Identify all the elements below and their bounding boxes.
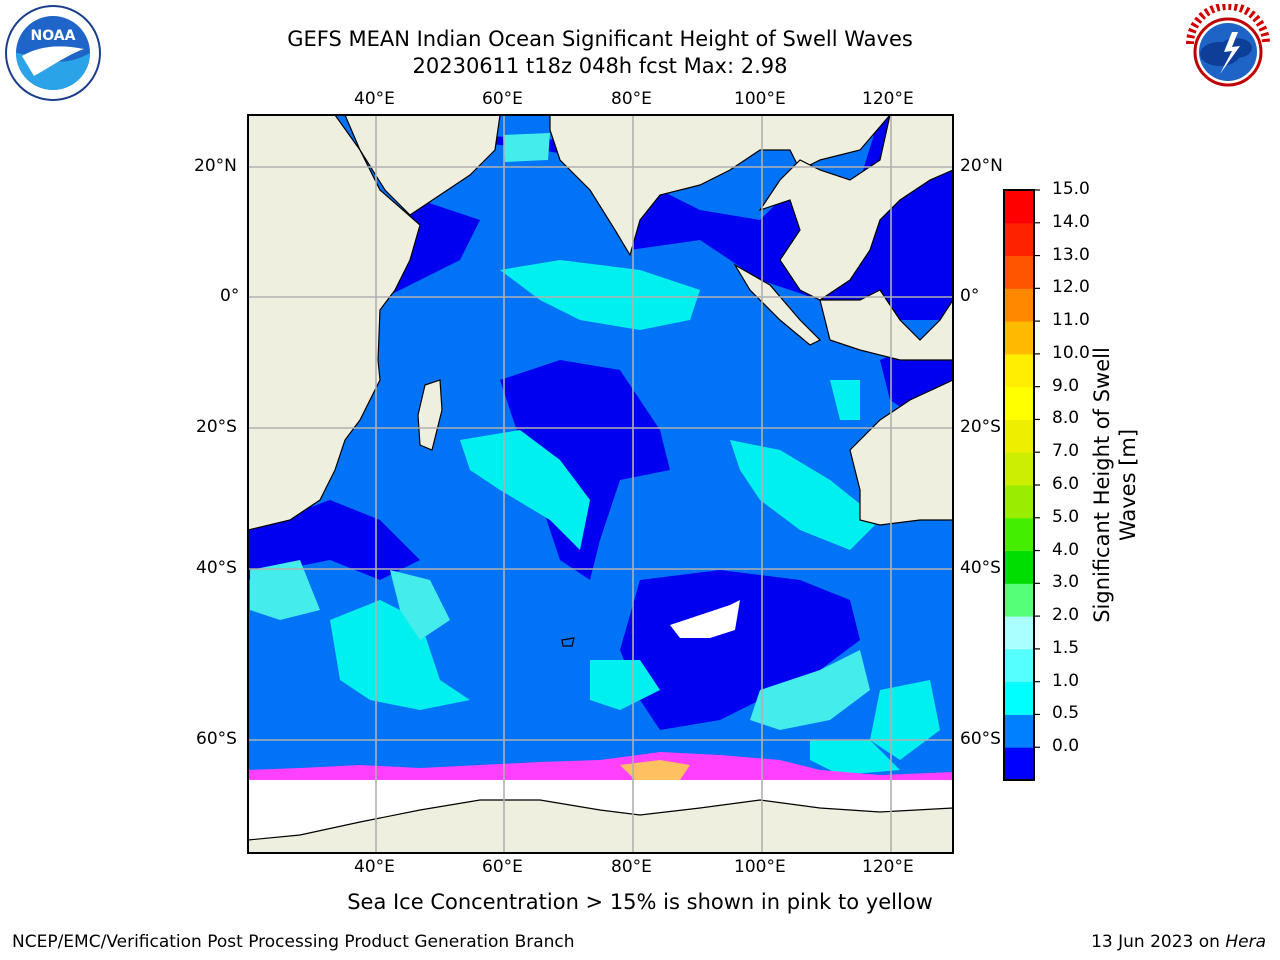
land-india	[549, 115, 891, 257]
colorbar-tick-label: 7.0	[1052, 441, 1080, 462]
colorbar-segment	[1004, 550, 1034, 584]
swell-mid-region	[500, 260, 700, 330]
swell-mid-region	[503, 133, 550, 162]
lon-label-bottom: 100°E	[734, 857, 786, 877]
footer-left: NCEP/EMC/Verification Post Processing Pr…	[12, 932, 575, 952]
colorbar-segment	[1004, 419, 1034, 453]
colorbar-title-line2: Waves [m]	[1116, 428, 1140, 542]
colorbar-tick-label: 2.0	[1052, 605, 1080, 626]
land-madagascar	[417, 379, 443, 451]
colorbar-tick-label: 11.0	[1052, 310, 1090, 331]
colorbar-segment	[1004, 648, 1034, 683]
lat-label-left: 0°	[220, 286, 240, 306]
colorbar-tick-label: 15.0	[1052, 179, 1090, 199]
colorbar-tick-label: 14.0	[1052, 211, 1090, 232]
colorbar-tick-label: 1.0	[1052, 670, 1080, 691]
caption: Sea Ice Concentration > 15% is shown in …	[0, 890, 1280, 914]
footer-host: Hera	[1225, 932, 1266, 952]
colorbar-tick-label: 0.5	[1052, 703, 1080, 724]
lat-label-right: 20°S	[960, 417, 1001, 437]
colorbar-segment	[1004, 353, 1034, 388]
colorbar-segment	[1004, 190, 1034, 224]
colorbar-tick-label: 6.0	[1052, 474, 1080, 494]
colorbar-segment	[1004, 255, 1034, 289]
lon-label-top: 100°E	[734, 89, 786, 109]
colorbar	[1003, 189, 1040, 781]
colorbar-segment	[1004, 222, 1034, 257]
colorbar-segment	[1004, 583, 1034, 617]
sea-ice-high	[620, 760, 690, 785]
swell-mid-region	[390, 570, 450, 640]
lon-label-bottom: 60°E	[482, 857, 523, 877]
swell-mid-region	[750, 650, 870, 730]
colorbar-tick-label: 5.0	[1052, 506, 1080, 527]
map-subtitle: 20230611 t18z 048h fcst Max: 2.98	[412, 54, 788, 78]
land-africa	[248, 115, 421, 531]
colorbar-tick-label: 3.0	[1052, 572, 1080, 593]
lon-label-top: 80°E	[611, 89, 652, 109]
colorbar-title: Significant Height of Swell Waves [m]	[1089, 347, 1141, 623]
swell-mid-region	[810, 740, 900, 775]
land-antarctica	[248, 799, 953, 853]
lat-label-left: 40°S	[196, 558, 237, 578]
lat-label-right: 60°S	[960, 729, 1001, 749]
land-southeast-asia	[758, 115, 953, 301]
swell-mid-region	[250, 560, 320, 620]
lon-label-top: 40°E	[354, 89, 395, 109]
caption-text: Sea Ice Concentration > 15% is shown in …	[347, 890, 933, 914]
map-gridlines	[248, 115, 953, 853]
lat-label-left: 20°S	[196, 417, 237, 437]
swell-mid-region	[830, 380, 860, 420]
colorbar-segment	[1004, 485, 1034, 519]
land-sumatra	[733, 263, 822, 346]
colorbar-segment	[1004, 747, 1034, 781]
colorbar-segment	[1004, 288, 1034, 322]
land-arabia	[344, 115, 501, 216]
colorbar-segment	[1004, 517, 1034, 552]
colorbar-tick-label: 0.0	[1052, 736, 1080, 757]
swell-low-region	[620, 570, 860, 730]
footer-right: 13 Jun 2023 on Hera	[1091, 932, 1266, 952]
lon-label-bottom: 120°E	[862, 857, 914, 877]
map-frame	[247, 114, 954, 854]
colorbar-tick-label: 8.0	[1052, 408, 1080, 429]
colorbar-segment	[1004, 616, 1034, 650]
lon-label-bottom: 40°E	[354, 857, 395, 877]
land-kerguelen	[561, 637, 575, 647]
land-australia	[849, 379, 953, 526]
swell-low-region	[500, 360, 670, 580]
swell-mid-region	[730, 440, 880, 550]
noaa-logo: NOAA	[5, 5, 101, 101]
lon-label-bottom: 80°E	[611, 857, 652, 877]
colorbar-tick-label: 4.0	[1052, 539, 1080, 560]
nws-logo	[1182, 4, 1274, 98]
colorbar-title-line1: Significant Height of Swell	[1090, 347, 1114, 623]
ice-patch	[670, 600, 740, 638]
colorbar-segment	[1004, 714, 1034, 748]
colorbar-tick-label: 1.5	[1052, 637, 1080, 658]
swell-mid-region	[330, 600, 470, 710]
swell-mid-region	[460, 430, 590, 550]
swell-mid-region	[590, 660, 660, 710]
lat-label-left: 20°N	[194, 156, 237, 176]
colorbar-segment	[1004, 386, 1034, 420]
footer-date: 13 Jun 2023 on	[1091, 932, 1226, 952]
colorbar-tick-label: 12.0	[1052, 277, 1090, 298]
lat-label-left: 60°S	[196, 729, 237, 749]
colorbar-tick-label: 13.0	[1052, 244, 1090, 265]
colorbar-tick-label: 9.0	[1052, 375, 1080, 396]
colorbar-segment	[1004, 681, 1034, 715]
colorbar-segment	[1004, 452, 1034, 486]
lon-label-top: 60°E	[482, 89, 523, 109]
colorbar-segment	[1004, 321, 1034, 355]
noaa-logo-text: NOAA	[31, 28, 76, 44]
map-title: GEFS MEAN Indian Ocean Significant Heigh…	[287, 27, 913, 51]
lon-label-top: 120°E	[862, 89, 914, 109]
land-indonesia	[819, 289, 953, 361]
lat-label-right: 40°S	[960, 558, 1001, 578]
colorbar-tick-label: 10.0	[1052, 342, 1090, 363]
lat-label-right: 20°N	[960, 156, 1003, 176]
lat-label-right: 0°	[960, 286, 980, 306]
